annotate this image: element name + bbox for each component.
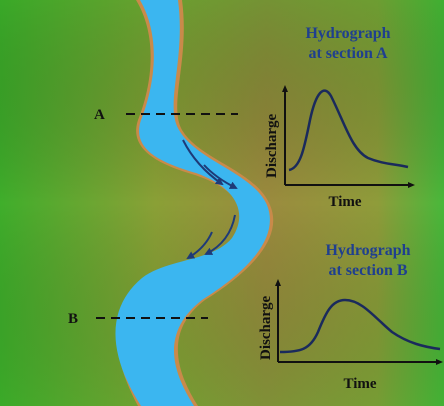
section-a-label: A [94,107,105,123]
hydrograph-b-ylabel: Discharge [258,296,274,360]
hydrograph-a-title-line2: at section A [308,45,388,62]
hydrograph-b-title-line1: Hydrograph [325,242,410,259]
hydrograph-a-ylabel: Discharge [264,114,280,178]
hydrograph-b: Hydrograph at section B Discharge Time [258,242,443,392]
river-water [115,0,270,406]
hydrograph-a-title-line1: Hydrograph [305,25,390,42]
hydrograph-b-title-line2: at section B [328,262,407,279]
hydrograph-b-xlabel: Time [343,376,376,392]
hydrograph-a-xlabel: Time [328,194,361,210]
flow-arrow-icon [203,164,238,189]
section-b-label: B [68,311,78,327]
flow-arrow-icon [204,214,236,255]
hydrograph-a: Hydrograph at section A Discharge Time [264,25,415,210]
hydrograph-a-curve [288,89,409,172]
flow-arrow-icon [186,231,213,260]
hydrograph-b-curve [279,298,441,354]
flow-arrow-icon [182,139,224,186]
